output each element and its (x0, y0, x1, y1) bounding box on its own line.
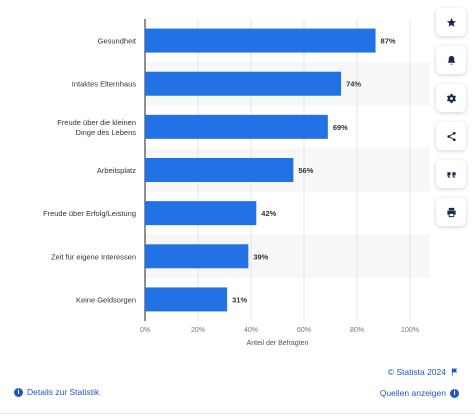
value-label: 69% (333, 123, 348, 132)
x-tick-label: 0% (140, 327, 150, 334)
x-tick-label: 20% (191, 327, 205, 334)
bar (145, 114, 328, 139)
copyright-text: © Statista 2024 (387, 367, 446, 377)
settings-button[interactable] (436, 84, 466, 112)
quote-icon (446, 171, 456, 178)
x-tick-label: 80% (350, 327, 364, 334)
category-label: Gesundheit (98, 37, 137, 46)
x-axis-title: Anteil der Befragten (247, 340, 309, 347)
info-icon: i (14, 387, 23, 397)
x-tick-label: 100% (401, 327, 419, 334)
bar (145, 201, 257, 226)
divider (0, 413, 475, 414)
value-label: 56% (298, 166, 313, 175)
bell-icon (447, 55, 455, 65)
bar (145, 71, 342, 96)
bar (145, 244, 249, 269)
print-button[interactable] (436, 198, 466, 226)
bar (145, 158, 294, 182)
details-link[interactable]: i Details zur Statistik (14, 387, 99, 397)
category-label: Intaktes Elternhaus (72, 80, 136, 89)
category-label: Arbeitsplatz (97, 166, 136, 175)
bar (145, 287, 228, 312)
bar-chart: 0% 20% 40% 60% 80% 100% Anteil der Befragten Ge… (43, 19, 419, 347)
category-label: Zeit für eigene Interessen (51, 252, 136, 261)
bar (145, 28, 376, 53)
share-button[interactable] (436, 122, 466, 150)
x-tick-label: 60% (297, 327, 311, 334)
flag-icon (451, 368, 458, 376)
category-label: Keine Geldsorgen (76, 295, 136, 304)
gear-icon (446, 93, 456, 103)
share-icon (446, 131, 456, 141)
value-label: 42% (261, 209, 276, 218)
favorite-button[interactable] (436, 8, 466, 36)
value-label: 87% (381, 37, 396, 46)
category-label: Freude über Erfolg/Leistung (43, 209, 136, 218)
category-label: Freude über die kleinen Dinge des Lebens (57, 118, 136, 137)
notification-button[interactable] (436, 46, 466, 74)
details-label: Details zur Statistik (27, 387, 100, 397)
chart-toolbar (436, 8, 466, 226)
x-tick-label: 40% (244, 327, 258, 334)
star-icon (446, 17, 456, 27)
sources-link[interactable]: Quellen anzeigen i (380, 388, 459, 398)
info-icon: i (450, 388, 459, 398)
value-label: 39% (253, 252, 268, 261)
sources-label: Quellen anzeigen (379, 388, 446, 398)
print-icon (446, 207, 456, 217)
cite-button[interactable] (436, 160, 466, 188)
copyright[interactable]: © Statista 2024 (388, 367, 459, 377)
value-label: 31% (232, 295, 247, 304)
value-label: 74% (346, 80, 361, 89)
